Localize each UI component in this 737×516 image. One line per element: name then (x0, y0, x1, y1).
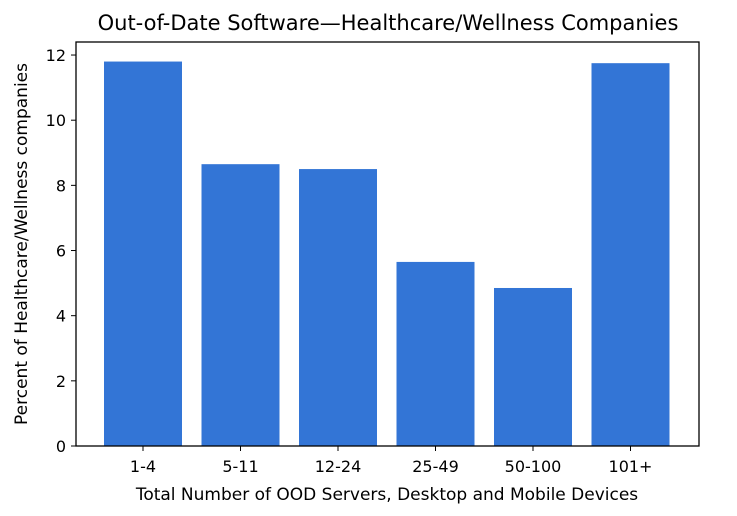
bar-5-11 (201, 164, 280, 446)
y-tick-label-12: 12 (46, 46, 66, 65)
bar-50-100 (494, 287, 572, 446)
plot-frame (75, 41, 700, 447)
chart-title: Out-of-Date Software—Healthcare/Wellness… (98, 11, 679, 35)
y-tick-label-0: 0 (56, 437, 66, 456)
y-tick-label-2: 2 (56, 372, 66, 391)
x-tick-label-12-24: 12-24 (315, 457, 362, 476)
y-tick-label-10: 10 (46, 111, 66, 130)
y-axis-label: Percent of Healthcare/Wellness companies (12, 63, 32, 425)
bars-group (104, 61, 670, 446)
bar-101+ (591, 63, 670, 446)
x-axis-label: Total Number of OOD Servers, Desktop and… (135, 485, 638, 505)
y-tick-label-6: 6 (56, 242, 66, 261)
x-axis: 1-4 5-11 12-24 25-49 50-100 101+ (130, 446, 653, 476)
bar-25-49 (396, 261, 475, 446)
y-tick-label-8: 8 (56, 176, 66, 195)
bar-1-4 (104, 61, 182, 446)
y-axis: 0 2 4 6 8 10 12 (46, 46, 76, 456)
x-tick-label-5-11: 5-11 (222, 457, 258, 476)
x-tick-label-101+: 101+ (609, 457, 653, 476)
bar-12-24 (299, 169, 377, 446)
x-tick-label-50-100: 50-100 (505, 457, 562, 476)
x-tick-label-1-4: 1-4 (130, 457, 156, 476)
x-tick-label-25-49: 25-49 (412, 457, 459, 476)
y-tick-label-4: 4 (56, 307, 66, 326)
